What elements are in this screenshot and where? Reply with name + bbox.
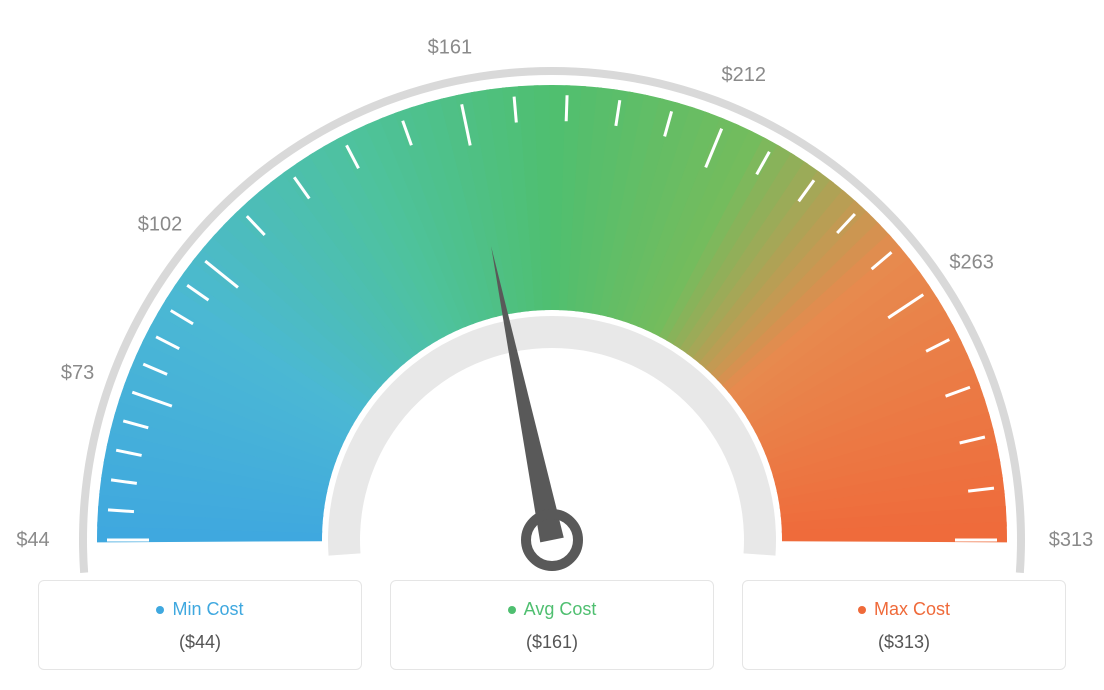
legend-max-card: Max Cost ($313)	[742, 580, 1066, 670]
legend-avg-value: ($161)	[401, 632, 703, 653]
legend-min-card: Min Cost ($44)	[38, 580, 362, 670]
cost-gauge: $44 $73 $102 $161 $212 $263 $313	[0, 0, 1104, 560]
svg-text:$73: $73	[61, 362, 94, 384]
legend-avg-dot	[508, 606, 516, 614]
legend-max-label: Max Cost	[874, 599, 950, 620]
svg-text:$161: $161	[428, 36, 473, 58]
legend-min-value: ($44)	[49, 632, 351, 653]
legend-avg-label: Avg Cost	[524, 599, 597, 620]
legend-row: Min Cost ($44) Avg Cost ($161) Max Cost …	[38, 580, 1066, 670]
svg-text:$212: $212	[722, 64, 767, 86]
legend-max-dot	[858, 606, 866, 614]
svg-text:$44: $44	[16, 529, 49, 551]
legend-min-dot	[156, 606, 164, 614]
legend-min-label: Min Cost	[172, 599, 243, 620]
svg-text:$313: $313	[1049, 529, 1094, 551]
legend-max-value: ($313)	[753, 632, 1055, 653]
svg-text:$102: $102	[138, 214, 183, 236]
legend-avg-card: Avg Cost ($161)	[390, 580, 714, 670]
svg-text:$263: $263	[949, 252, 994, 274]
